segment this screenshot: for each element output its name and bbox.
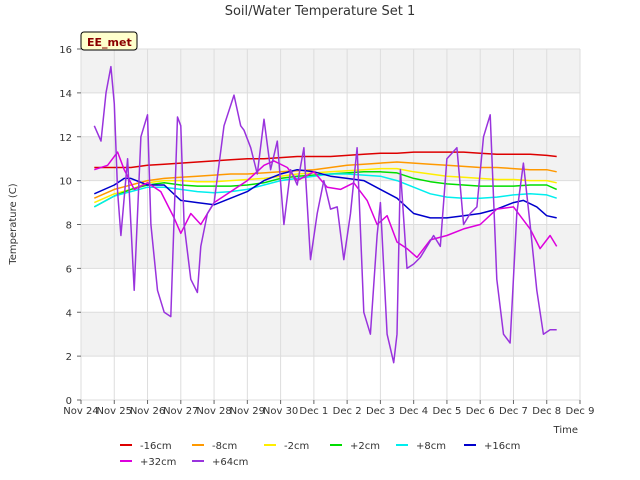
site-badge: EE_met — [80, 31, 138, 51]
plot-band — [81, 224, 580, 269]
legend-label-4: +8cm — [416, 441, 446, 452]
x-tick-label: Dec 6 — [466, 406, 495, 417]
x-tick-label: Dec 9 — [566, 406, 595, 417]
x-tick-label: Dec 3 — [366, 406, 395, 417]
series-line-7 — [93, 65, 557, 364]
y-tick-label: 2 — [66, 352, 72, 363]
y-tick-label: 8 — [66, 221, 72, 232]
plot-band — [81, 49, 580, 93]
plot-band — [81, 312, 580, 357]
x-tick-label: Dec 5 — [432, 406, 461, 417]
legend-label-1: -8cm — [212, 441, 237, 452]
y-tick-label: 16 — [59, 45, 72, 56]
y-axis-ticks: 0 2 4 6 8 10 12 14 16 — [59, 45, 81, 407]
x-tick-label: Nov 28 — [196, 406, 231, 417]
series-layer — [93, 65, 558, 364]
x-axis-label: Time — [553, 425, 578, 436]
x-tick-label: Nov 25 — [97, 406, 132, 417]
y-tick-label: 10 — [59, 177, 72, 188]
legend-label-5: +16cm — [484, 441, 520, 452]
x-tick-label: Nov 26 — [130, 406, 165, 417]
legend-label-2: -2cm — [284, 441, 309, 452]
site-badge-box — [80, 31, 138, 51]
legend-label-3: +2cm — [350, 441, 380, 452]
y-tick-label: 14 — [59, 89, 72, 100]
x-tick-label: Nov 29 — [230, 406, 265, 417]
x-tick-label: Dec 8 — [532, 406, 561, 417]
legend-label-6: +32cm — [140, 457, 176, 468]
y-tick-label: 0 — [66, 396, 72, 407]
legend: -16cm -8cm -2cm +2cm +8cm +16cm +32cm +64cm — [120, 441, 520, 468]
site-badge-label: EE_met — [87, 36, 132, 49]
y-tick-label: 12 — [59, 133, 72, 144]
chart-title: Soil/Water Temperature Set 1 — [225, 4, 416, 19]
x-tick-label: Nov 27 — [163, 406, 198, 417]
x-tick-label: Nov 24 — [63, 406, 98, 417]
x-tick-label: Dec 4 — [399, 406, 428, 417]
legend-label-0: -16cm — [140, 441, 172, 452]
legend-label-7: +64cm — [212, 457, 248, 468]
series-line-6 — [94, 151, 558, 259]
x-tick-label: Nov 30 — [263, 406, 298, 417]
x-tick-label: Dec 2 — [333, 406, 362, 417]
x-tick-label: Dec 7 — [499, 406, 528, 417]
y-tick-label: 4 — [66, 308, 72, 319]
y-tick-label: 6 — [66, 264, 72, 275]
y-axis-label: Temperature (C) — [8, 183, 19, 265]
x-tick-label: Dec 1 — [299, 406, 328, 417]
